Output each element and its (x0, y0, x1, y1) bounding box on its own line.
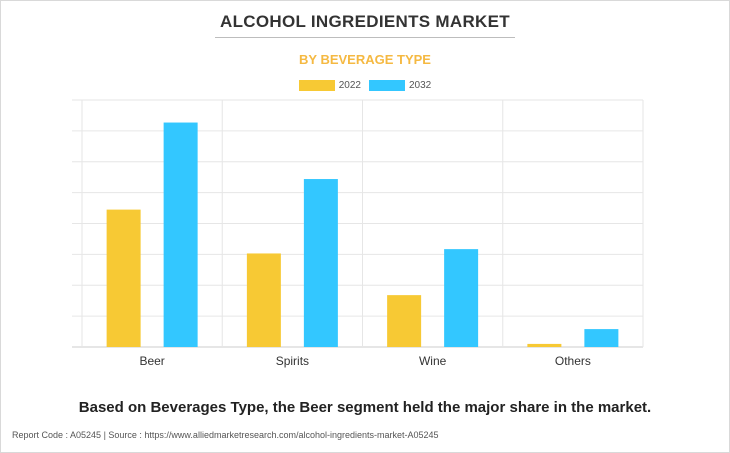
legend-item-2022[interactable]: 2022 (298, 80, 361, 91)
x-tick-label-others: Others (555, 354, 591, 368)
bar-wine-2032 (444, 249, 479, 347)
bar-spirits-2022 (246, 253, 281, 347)
x-tick-label-wine: Wine (419, 354, 447, 368)
legend-item-2032[interactable]: 2032 (369, 80, 431, 91)
x-tick-label-spirits: Spirits (276, 354, 309, 368)
bar-spirits-2032 (303, 179, 338, 347)
title-divider (215, 37, 515, 38)
bar-beer-2032 (163, 122, 198, 347)
legend-swatch-2022 (298, 80, 335, 91)
legend-swatch-2032 (369, 80, 405, 91)
x-tick-label-beer: Beer (139, 354, 164, 368)
legend-label-2032: 2032 (409, 80, 432, 91)
bar-chart: Beer Spirits Wine Others (72, 99, 644, 368)
legend-label-2022: 2022 (338, 80, 361, 91)
bar-wine-2022 (387, 295, 422, 347)
chart-subtitle: BY BEVERAGE TYPE (299, 52, 431, 67)
bar-others-2022 (527, 343, 562, 347)
chart-caption: Based on Beverages Type, the Beer segmen… (78, 399, 652, 416)
source-line: Report Code : A05245 | Source : https://… (12, 430, 439, 440)
bar-others-2032 (584, 329, 619, 347)
bar-beer-2022 (106, 209, 141, 347)
chart-legend: 2022 2032 (0, 80, 730, 91)
chart-title: ALCOHOL INGREDIENTS MARKET (220, 12, 510, 31)
